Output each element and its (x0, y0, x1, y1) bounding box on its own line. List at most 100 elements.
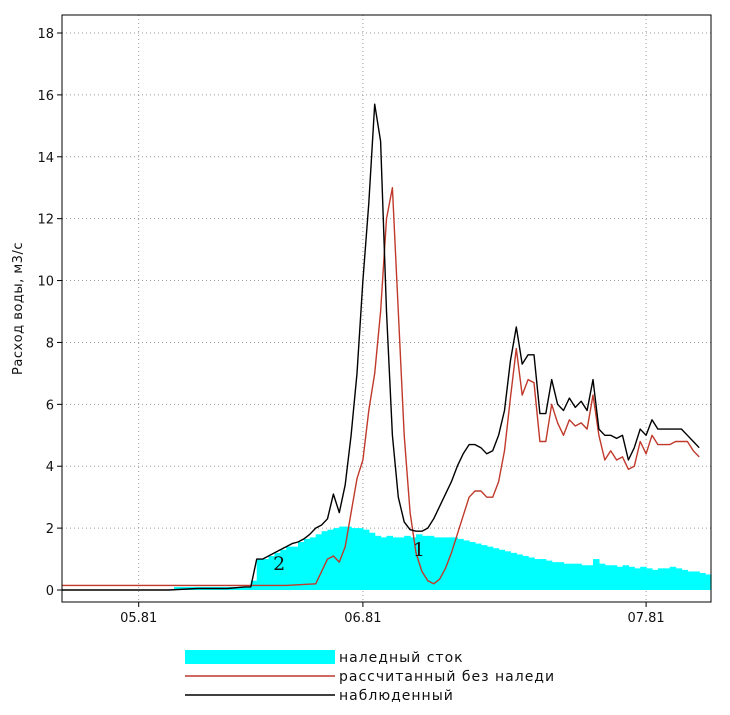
ice-runoff-bar (280, 549, 287, 590)
ice-runoff-bar (362, 529, 370, 590)
ice-runoff-bar (640, 566, 647, 590)
ice-runoff-bar (604, 565, 612, 590)
x-tick-label: 05.81 (120, 611, 157, 626)
line-series (62, 103, 700, 591)
ice-runoff-bar (699, 572, 706, 590)
ice-runoff-bar (663, 568, 671, 590)
ice-runoff-bar (268, 555, 275, 590)
computed-discharge-line (62, 187, 700, 587)
annotation-label: 1 (413, 539, 425, 561)
y-tick-label: 6 (46, 398, 54, 413)
ice-runoff-bar (286, 546, 293, 590)
ice-runoff-bar (693, 571, 700, 590)
observed-discharge-line (62, 103, 700, 591)
ice-runoff-bar (475, 543, 482, 590)
ice-runoff-bar (498, 549, 506, 590)
ice-runoff-bar (380, 537, 388, 590)
ice-runoff-bar (669, 566, 677, 590)
ice-runoff-bar (681, 569, 688, 590)
ice-runoff-bar (557, 562, 565, 590)
ice-runoff-bar (274, 552, 281, 590)
legend-label: рассчитанный без наледи (339, 669, 555, 685)
legend-swatch-area (185, 650, 335, 664)
ice-runoff-bar (368, 532, 376, 590)
legend: наледный сток рассчитанный без наледи набл… (185, 650, 555, 704)
y-axis-title: Расход воды, м3/с (11, 242, 26, 375)
ice-runoff-bar (504, 551, 511, 590)
ice-runoff-bar (392, 537, 399, 590)
y-tick-label: 0 (46, 584, 54, 599)
ice-runoff-bar (315, 534, 323, 590)
ice-runoff-bar (486, 546, 494, 590)
y-tick-label: 8 (46, 336, 54, 351)
ice-runoff-bar (598, 563, 606, 590)
ice-runoff-area-series (174, 526, 712, 590)
ice-runoff-bar (262, 559, 270, 590)
y-tick-label: 18 (37, 27, 54, 42)
ice-runoff-bar (480, 545, 488, 590)
ice-runoff-bar (569, 563, 576, 590)
ice-runoff-bar (652, 569, 659, 590)
ice-runoff-bar (398, 537, 405, 590)
ice-runoff-bar (321, 531, 329, 590)
ice-runoff-bar (404, 535, 411, 590)
ice-runoff-bar (534, 559, 541, 590)
ice-runoff-bar (351, 528, 358, 590)
y-tick-label: 4 (46, 460, 54, 475)
ice-runoff-bar (451, 537, 458, 590)
ice-runoff-bar (327, 529, 334, 590)
annotation-label: 2 (273, 553, 285, 575)
ice-runoff-bar (563, 563, 570, 590)
ice-runoff-bar (386, 535, 393, 590)
ice-runoff-bar (374, 535, 382, 590)
ice-runoff-bar (545, 560, 553, 590)
ice-runoff-bar (469, 542, 476, 590)
y-tick-label: 12 (37, 213, 54, 228)
ice-runoff-bar (522, 555, 529, 590)
ice-runoff-bar (309, 537, 317, 590)
ice-runoff-bar (581, 565, 588, 590)
ice-runoff-bar (421, 535, 429, 590)
ice-runoff-bar (610, 565, 618, 590)
x-tick-label: 06.81 (344, 611, 381, 626)
ice-runoff-bar (687, 571, 694, 590)
y-tick-label: 14 (37, 151, 54, 166)
axis-ticks (57, 32, 647, 607)
ice-runoff-bar (510, 552, 517, 590)
ice-runoff-bar (628, 566, 635, 590)
legend-label: наблюденный (339, 688, 454, 704)
ice-runoff-bar (528, 557, 535, 590)
legend-label: наледный сток (339, 650, 464, 666)
y-tick-label: 2 (46, 522, 54, 537)
ice-runoff-bar (445, 537, 452, 590)
ice-runoff-bar (303, 538, 311, 590)
y-tick-label: 10 (37, 275, 54, 290)
ice-runoff-bar (657, 568, 665, 590)
ice-runoff-bar (593, 559, 600, 590)
ice-runoff-bar (492, 548, 500, 590)
ice-runoff-bar (457, 538, 464, 590)
x-tick-label: 07.81 (627, 611, 664, 626)
ice-runoff-bar (427, 535, 435, 590)
ice-runoff-bar (433, 537, 441, 590)
y-tick-label: 16 (37, 89, 54, 104)
ice-runoff-bar (244, 586, 252, 590)
ice-runoff-bar (516, 554, 523, 590)
ice-runoff-bar (357, 528, 364, 590)
ice-runoff-bar (463, 540, 470, 590)
ice-runoff-bar (292, 546, 299, 590)
plot-frame (61, 14, 712, 603)
ice-runoff-bar (622, 565, 629, 590)
ice-runoff-bar (646, 568, 653, 590)
ice-runoff-bar (575, 563, 582, 590)
ice-runoff-bar (616, 566, 624, 590)
ice-runoff-bar (705, 574, 712, 590)
ice-runoff-bar (587, 565, 594, 590)
ice-runoff-bar (539, 559, 547, 590)
ice-runoff-bar (256, 559, 264, 590)
ice-runoff-bar (439, 537, 447, 590)
ice-runoff-bar (551, 562, 559, 590)
